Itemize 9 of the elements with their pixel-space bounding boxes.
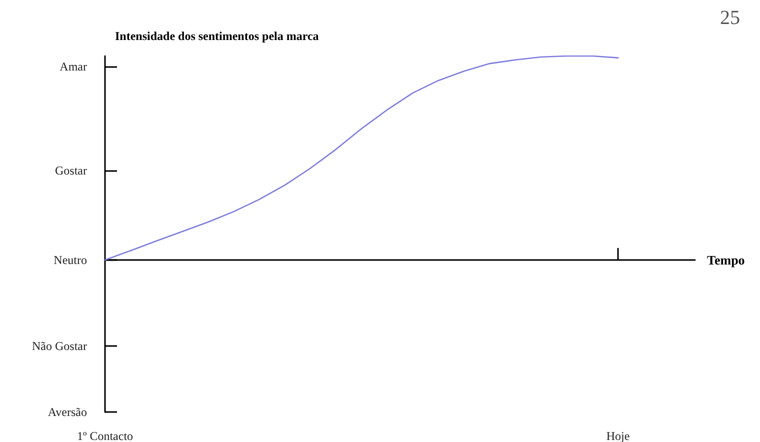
text: 25 — [720, 7, 740, 29]
text: Neutro — [54, 252, 87, 267]
text: Gostar — [55, 163, 87, 178]
x-axis-title: Tempo — [707, 252, 745, 268]
y-axis-title: Intensidade dos sentimentos pela marca — [115, 29, 319, 43]
text: Aversão — [48, 405, 87, 419]
text: Não Gostar — [32, 338, 88, 353]
x-tick-label: 1º Contacto — [76, 429, 134, 442]
text: Amar — [60, 59, 87, 74]
